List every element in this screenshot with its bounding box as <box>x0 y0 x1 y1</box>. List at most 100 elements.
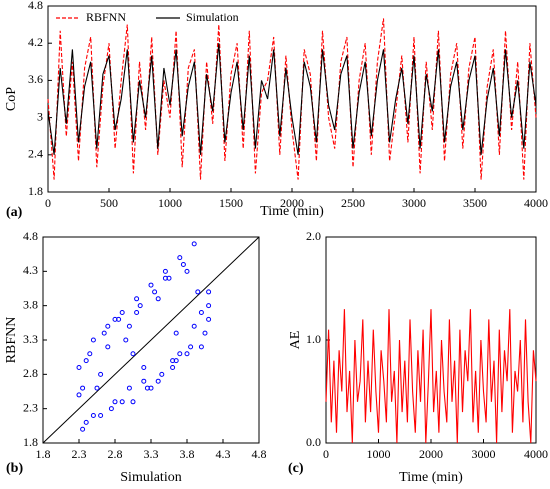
scatter-point <box>148 282 154 288</box>
y-axis-label: CoP <box>4 87 19 111</box>
scatter-point <box>177 351 183 357</box>
scatter-point <box>198 344 204 350</box>
x-tick-label: 2.8 <box>108 447 123 461</box>
scatter-point <box>173 358 179 364</box>
scatter-point <box>184 268 190 274</box>
panel-label: (c) <box>288 461 304 476</box>
scatter-point <box>130 351 136 357</box>
scatter-point <box>76 364 82 370</box>
y-tick-label: 0.0 <box>306 435 321 449</box>
series-line <box>47 43 537 155</box>
panel-label: (a) <box>6 205 23 220</box>
scatter-point <box>148 385 154 391</box>
y-tick-label: 2.4 <box>28 147 43 161</box>
x-tick-label: 4000 <box>524 196 548 210</box>
scatter-point <box>184 351 190 357</box>
y-tick-label: 4.2 <box>28 35 43 49</box>
x-axis-label: Simulation <box>120 470 181 485</box>
scatter-point <box>98 371 104 377</box>
scatter-point <box>123 337 129 343</box>
x-tick-label: 1000 <box>158 196 182 210</box>
panel-label: (b) <box>6 461 23 476</box>
y-tick-label: 4.8 <box>23 229 38 243</box>
scatter-point <box>119 310 125 316</box>
x-tick-label: 2000 <box>280 196 304 210</box>
scatter-point <box>155 378 161 384</box>
y-tick-label: 1.8 <box>23 435 38 449</box>
scatter-point <box>101 330 107 336</box>
x-tick-label: 1500 <box>219 196 243 210</box>
y-axis-label: AE <box>288 331 303 350</box>
scatter-point <box>137 303 143 309</box>
x-tick-label: 4000 <box>524 447 548 461</box>
legend-label: Simulation <box>186 10 239 24</box>
scatter-point <box>202 330 208 336</box>
scatter-point <box>105 323 111 329</box>
series-line <box>47 18 537 180</box>
reference-line <box>42 236 260 444</box>
x-tick-label: 0 <box>323 447 329 461</box>
x-tick-label: 2500 <box>341 196 365 210</box>
scatter-point <box>155 296 161 302</box>
scatter-point <box>90 413 96 419</box>
y-tick-label: 2.3 <box>23 400 38 414</box>
x-tick-label: 1000 <box>367 447 391 461</box>
x-tick-label: 3000 <box>472 447 496 461</box>
x-tick-label: 3.8 <box>180 447 195 461</box>
x-tick-label: 3.3 <box>144 447 159 461</box>
x-axis-label: Time (min) <box>399 470 463 485</box>
scatter-point <box>159 371 165 377</box>
scatter-point <box>191 323 197 329</box>
scatter-point <box>94 385 100 391</box>
scatter-point <box>141 364 147 370</box>
y-tick-label: 1.0 <box>306 332 321 346</box>
scatter-point <box>87 351 93 357</box>
x-tick-label: 1.8 <box>36 447 51 461</box>
x-tick-label: 2.3 <box>72 447 87 461</box>
y-tick-label: 2.0 <box>306 229 321 243</box>
scatter-point <box>83 358 89 364</box>
legend-label: RBFNN <box>86 10 126 24</box>
scatter-point <box>191 241 197 247</box>
scatter-point <box>80 385 86 391</box>
scatter-point <box>206 289 212 295</box>
x-tick-label: 3500 <box>463 196 487 210</box>
y-tick-label: 1.8 <box>28 184 43 198</box>
scatter-point <box>112 399 118 405</box>
scatter-point <box>180 261 186 267</box>
x-tick-label: 4.8 <box>252 447 267 461</box>
y-tick-label: 3.8 <box>23 297 38 311</box>
x-tick-label: 4.3 <box>216 447 231 461</box>
scatter-point <box>162 268 168 274</box>
x-tick-label: 500 <box>100 196 118 210</box>
scatter-point <box>177 255 183 261</box>
scatter-point <box>76 392 82 398</box>
scatter-point <box>80 426 86 432</box>
x-axis-label: Time (min) <box>260 204 324 219</box>
scatter-point <box>198 310 204 316</box>
scatter-point <box>134 310 140 316</box>
y-tick-label: 3.3 <box>23 332 38 346</box>
scatter-point <box>141 378 147 384</box>
y-axis-label: RBFNN <box>4 317 19 364</box>
y-tick-label: 4.3 <box>23 263 38 277</box>
x-tick-label: 3000 <box>402 196 426 210</box>
scatter-point <box>206 316 212 322</box>
scatter-point <box>119 399 125 405</box>
scatter-point <box>126 323 132 329</box>
scatter-point <box>83 419 89 425</box>
y-tick-label: 3 <box>37 109 43 123</box>
scatter-point <box>90 337 96 343</box>
scatter-point <box>162 275 168 281</box>
scatter-point <box>108 406 114 412</box>
series-line <box>325 309 537 444</box>
y-tick-label: 3.6 <box>28 72 43 86</box>
scatter-point <box>170 364 176 370</box>
scatter-point <box>98 413 104 419</box>
scatter-point <box>173 330 179 336</box>
scatter-point <box>188 344 194 350</box>
scatter-point <box>206 303 212 309</box>
scatter-point <box>105 344 111 350</box>
y-tick-label: 2.8 <box>23 366 38 380</box>
